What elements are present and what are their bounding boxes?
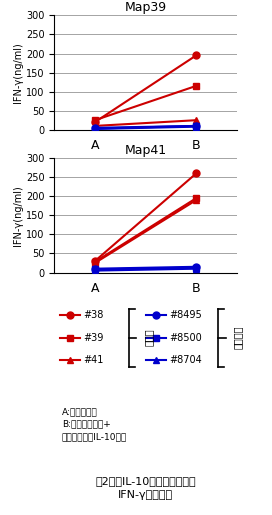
Text: #8495: #8495 — [169, 310, 202, 320]
Y-axis label: IFN-γ(ng/ml): IFN-γ(ng/ml) — [13, 185, 23, 246]
Y-axis label: IFN-γ(ng/ml): IFN-γ(ng/ml) — [13, 42, 23, 103]
Text: #41: #41 — [84, 355, 104, 366]
Title: Map39: Map39 — [125, 1, 166, 14]
Text: A:組換え抗原
B:組換え抗原（+
マウス抗ウシIL-10抗体: A:組換え抗原 B:組換え抗原（+ マウス抗ウシIL-10抗体 — [62, 407, 127, 441]
Text: #39: #39 — [84, 333, 104, 342]
Text: 感染牛: 感染牛 — [144, 329, 154, 347]
Title: Map41: Map41 — [125, 144, 166, 157]
Text: #38: #38 — [84, 310, 104, 320]
Text: #8704: #8704 — [169, 355, 202, 366]
Text: #8500: #8500 — [169, 333, 202, 342]
Text: 非感染牛: 非感染牛 — [233, 326, 243, 349]
Text: 図2　抗IL-10抗体添加による
IFN-γ産生増加: 図2 抗IL-10抗体添加による IFN-γ産生増加 — [95, 476, 196, 500]
